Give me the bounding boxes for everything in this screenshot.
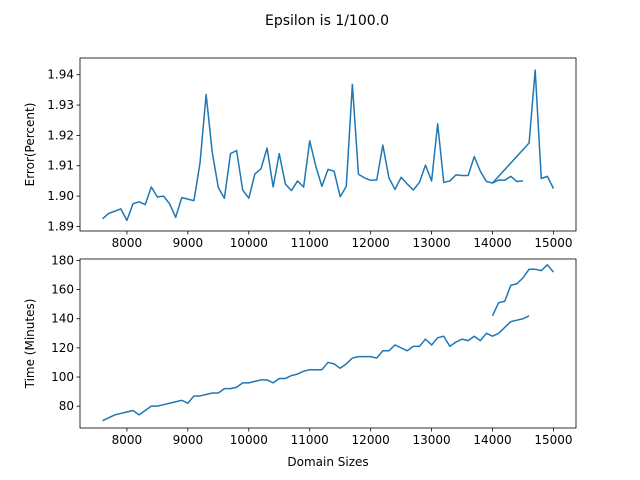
time-subplot: 8000 9000 10000 11000 12000 13000 14000 15000 80… — [23, 253, 577, 469]
y-tick-label: 160 — [51, 283, 74, 297]
y-axis-label: Error(Percent) — [23, 103, 37, 187]
series-line-0 — [102, 315, 530, 422]
y-tick-label: 1.93 — [47, 98, 74, 112]
y-tick-label: 1.90 — [47, 189, 74, 203]
x-tick-label: 9000 — [173, 236, 204, 250]
y-tick-label: 1.92 — [47, 128, 74, 142]
x-axis-label: Domain Sizes — [287, 455, 368, 469]
x-tick-label: 12000 — [352, 433, 390, 447]
series-line-0 — [102, 69, 555, 222]
x-tick-label: 8000 — [112, 433, 143, 447]
y-tick-label: 1.94 — [47, 68, 74, 82]
x-tick-label: 12000 — [352, 236, 390, 250]
y-tick-label: 1.89 — [47, 219, 74, 233]
series-line-1 — [492, 175, 524, 184]
x-tick-label: 8000 — [112, 236, 143, 250]
x-tick-label: 13000 — [412, 236, 450, 250]
y-tick-label: 1.91 — [47, 159, 74, 173]
x-tick-label: 10000 — [230, 236, 268, 250]
x-tick-label: 9000 — [173, 433, 204, 447]
x-tick-label: 14000 — [473, 236, 511, 250]
series-line-1 — [491, 264, 555, 317]
x-tick-label: 13000 — [412, 433, 450, 447]
x-tick-label: 14000 — [473, 433, 511, 447]
y-axis-label: Time (Minutes) — [23, 299, 37, 390]
axes-frame — [79, 258, 577, 429]
y-tick-label: 140 — [51, 312, 74, 326]
y-tick-label: 120 — [51, 341, 74, 355]
x-tick-label: 10000 — [230, 433, 268, 447]
y-tick-label: 80 — [59, 399, 74, 413]
x-tick-label: 15000 — [534, 236, 572, 250]
axes-frame — [79, 57, 577, 232]
error-subplot: 8000 9000 10000 11000 12000 13000 14000 15000 1.… — [23, 57, 577, 250]
y-tick-label: 100 — [51, 370, 74, 384]
y-tick-label: 180 — [51, 253, 74, 267]
x-tick-label: 15000 — [534, 433, 572, 447]
x-tick-label: 11000 — [291, 433, 329, 447]
x-tick-label: 11000 — [291, 236, 329, 250]
figure-suptitle: Epsilon is 1/100.0 — [265, 13, 389, 29]
